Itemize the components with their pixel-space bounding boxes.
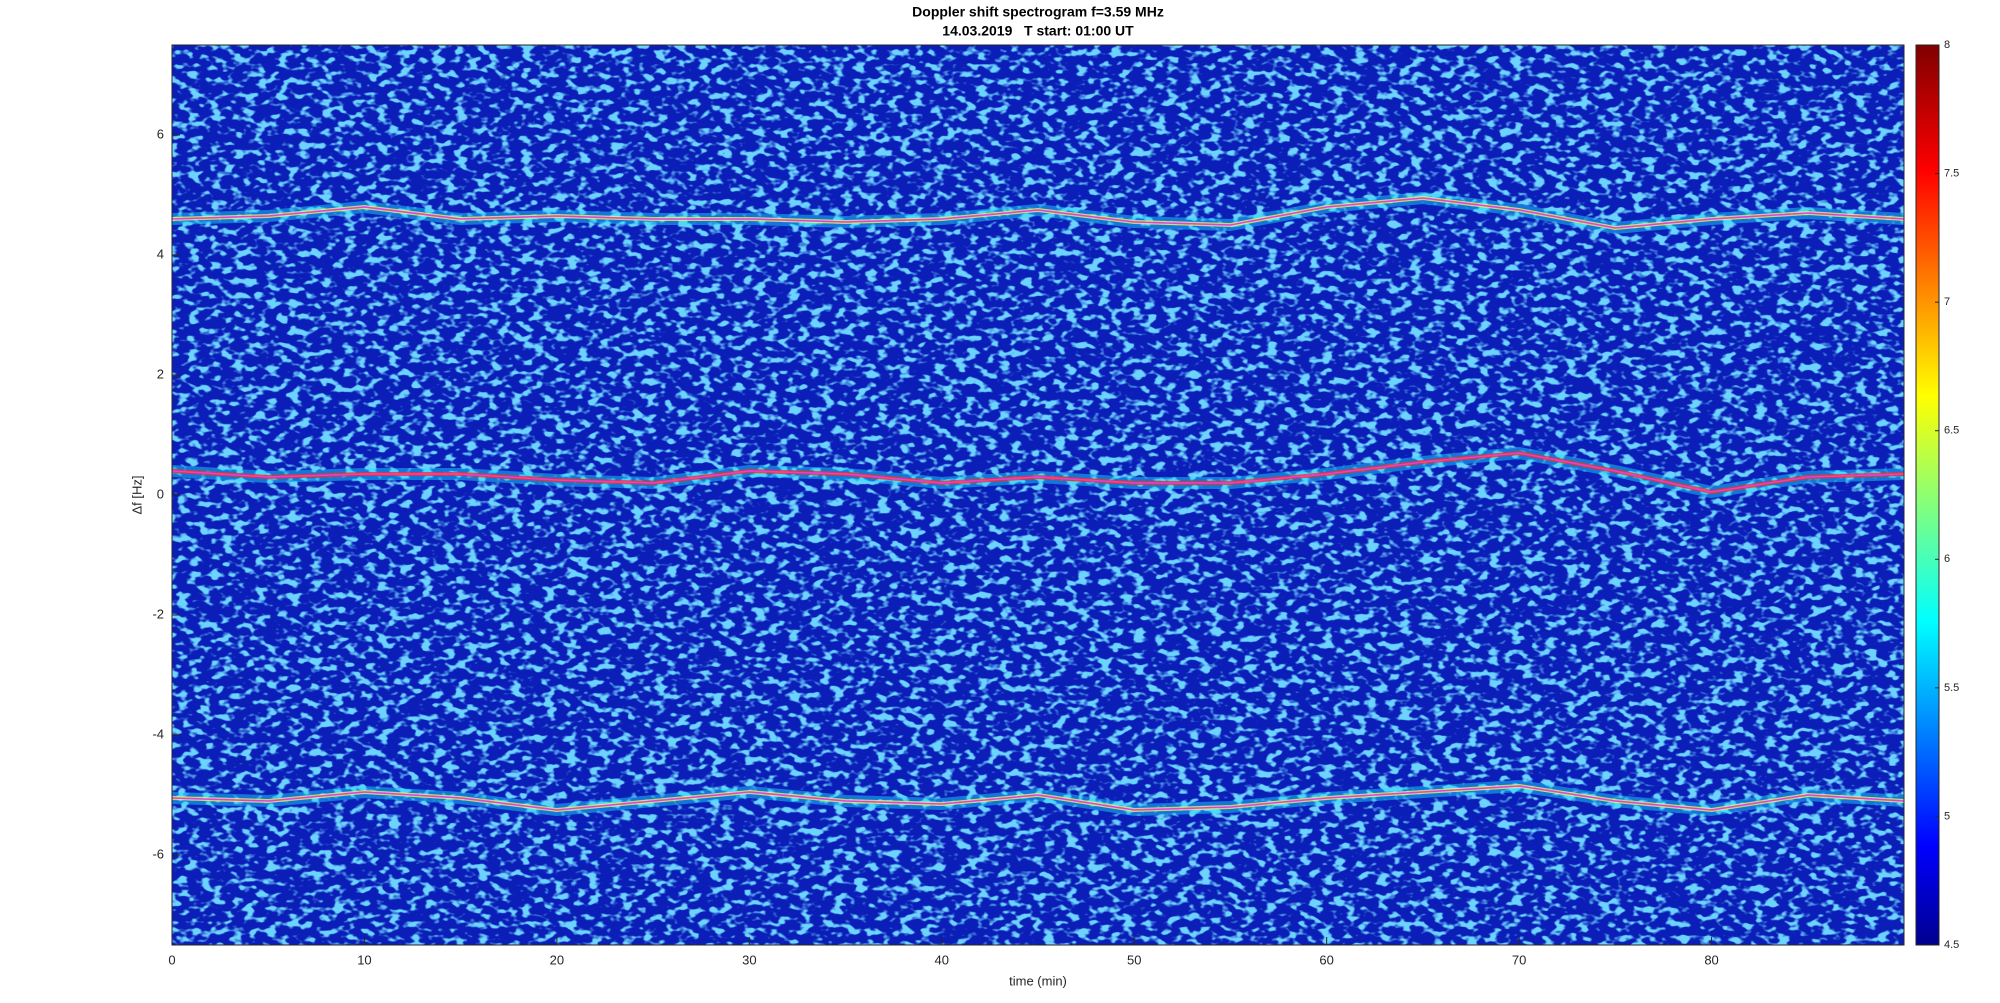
y-tick-label: -4 [152,726,164,741]
colorbar-tick-label: 6.5 [1944,425,1959,437]
spectrogram-noise [172,45,1904,945]
colorbar-tick-label: 5 [1944,810,1950,822]
x-tick-label: 60 [1319,952,1333,967]
x-tick-label: 40 [935,952,949,967]
colorbar-tick-label: 5.5 [1944,682,1959,694]
plot-area [172,45,1904,945]
colorbar-tick-label: 6 [1944,553,1950,565]
y-axis-label: Δf [Hz] [129,475,144,514]
x-axis-label: time (min) [1009,973,1067,988]
x-tick-label: 10 [357,952,371,967]
y-tick-label: -2 [152,606,164,621]
chart-subtitle: 14.03.2019 T start: 01:00 UT [942,23,1134,39]
colorbar [1915,44,1940,946]
y-tick-label: -6 [152,846,164,861]
colorbar-tick-label: 7 [1944,296,1950,308]
x-tick-label: 50 [1127,952,1141,967]
y-tick-label: 6 [157,126,164,141]
colorbar-tick-label: 8 [1944,39,1950,51]
x-tick-label: 0 [168,952,175,967]
colorbar-tick-label: 4.5 [1944,939,1959,951]
x-tick-label: 80 [1704,952,1718,967]
colorbar-tick-label: 7.5 [1944,167,1959,179]
ridge-line [172,785,1904,811]
y-tick-label: 0 [157,486,164,501]
x-tick-label: 70 [1512,952,1526,967]
chart-title: Doppler shift spectrogram f=3.59 MHz [912,4,1164,20]
x-tick-label: 30 [742,952,756,967]
y-tick-label: 2 [157,366,164,381]
ridge-line [172,197,1904,229]
ridge-line [172,452,1904,493]
y-tick-label: 4 [157,246,164,261]
x-tick-label: 20 [550,952,564,967]
